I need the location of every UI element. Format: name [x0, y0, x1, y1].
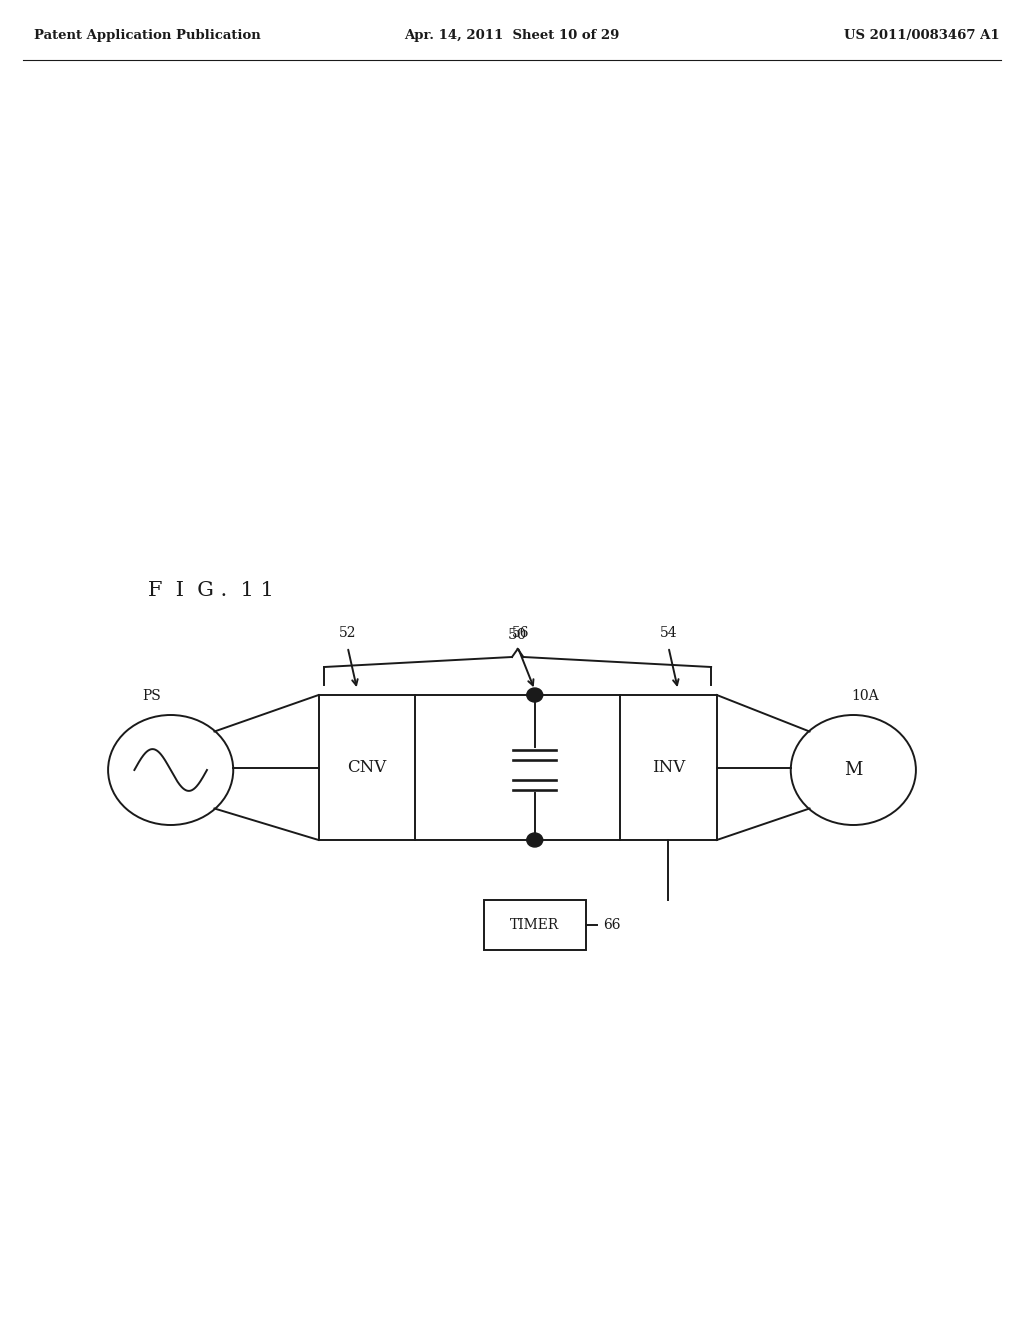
- Text: 52: 52: [339, 626, 356, 640]
- Text: TIMER: TIMER: [510, 917, 559, 932]
- Bar: [483, 900, 586, 950]
- Circle shape: [526, 688, 543, 702]
- Text: 10A: 10A: [851, 689, 879, 704]
- Text: M: M: [844, 762, 862, 779]
- Text: PS: PS: [142, 689, 161, 704]
- Text: Apr. 14, 2011  Sheet 10 of 29: Apr. 14, 2011 Sheet 10 of 29: [404, 29, 620, 41]
- Bar: [318, 696, 416, 840]
- Text: 50: 50: [508, 628, 527, 642]
- Bar: [621, 696, 717, 840]
- Text: CNV: CNV: [347, 759, 386, 776]
- Circle shape: [526, 833, 543, 847]
- Text: INV: INV: [652, 759, 685, 776]
- Text: 54: 54: [659, 626, 677, 640]
- Text: US 2011/0083467 A1: US 2011/0083467 A1: [844, 29, 999, 41]
- Text: F  I  G .  1 1: F I G . 1 1: [147, 581, 273, 599]
- Text: 66: 66: [603, 917, 621, 932]
- Text: Patent Application Publication: Patent Application Publication: [34, 29, 261, 41]
- Text: 56: 56: [512, 626, 529, 640]
